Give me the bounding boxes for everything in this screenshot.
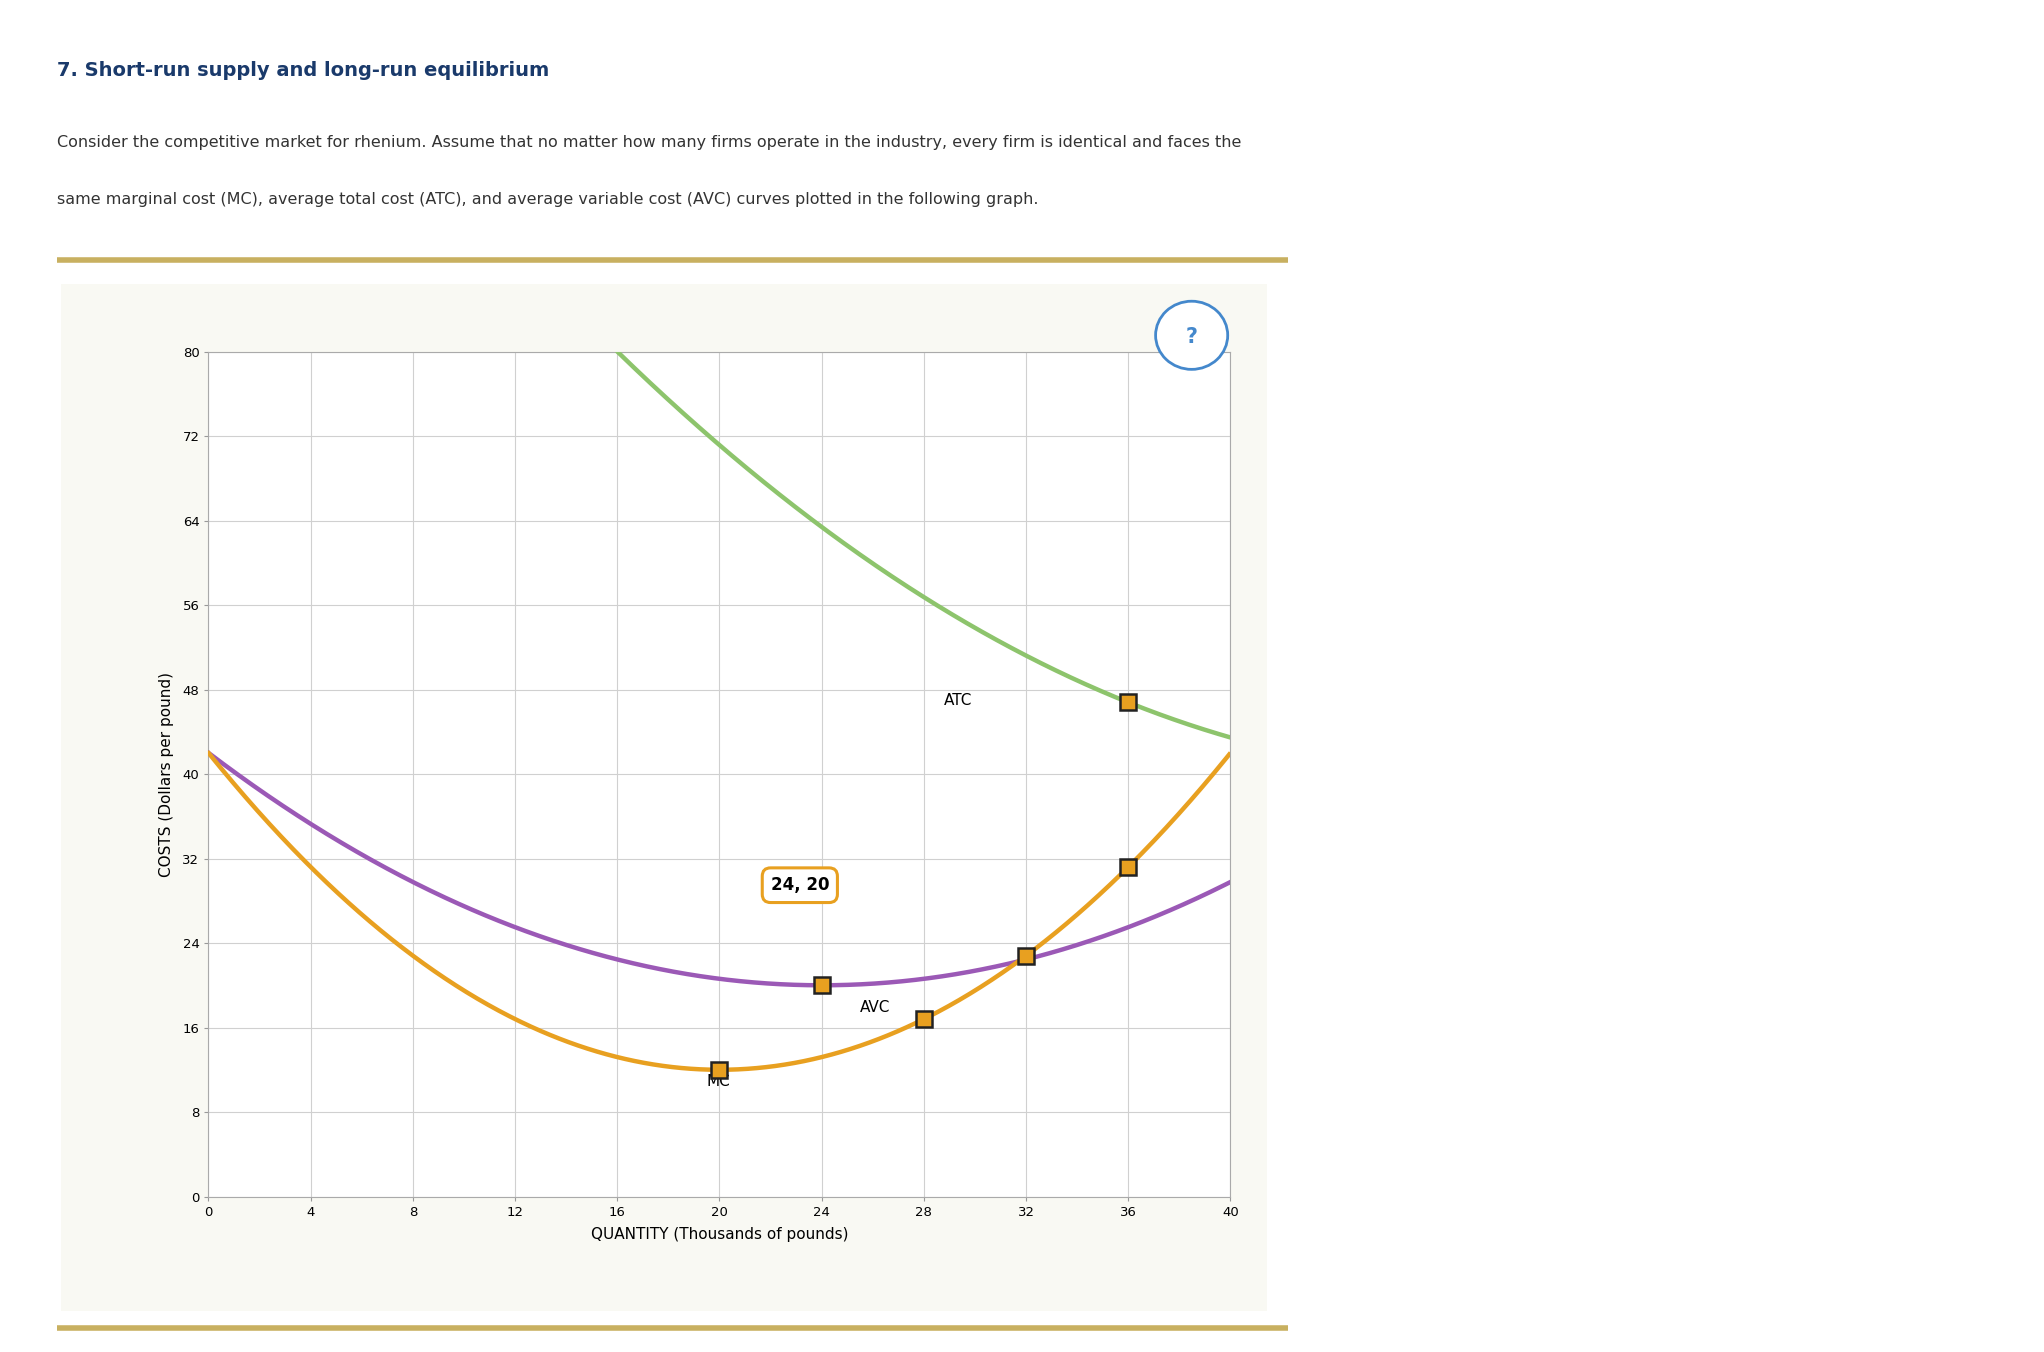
Circle shape [1155,301,1228,369]
Text: ATC: ATC [944,694,973,708]
Text: 7. Short-run supply and long-run equilibrium: 7. Short-run supply and long-run equilib… [57,61,550,80]
Text: MC: MC [707,1073,730,1088]
Text: AVC: AVC [861,999,891,1015]
X-axis label: QUANTITY (Thousands of pounds): QUANTITY (Thousands of pounds) [591,1226,848,1242]
Text: Consider the competitive market for rhenium. Assume that no matter how many firm: Consider the competitive market for rhen… [57,135,1241,150]
Text: 24, 20: 24, 20 [771,876,830,894]
Text: same marginal cost (MC), average total cost (ATC), and average variable cost (AV: same marginal cost (MC), average total c… [57,192,1038,207]
Text: ?: ? [1186,327,1198,347]
FancyBboxPatch shape [45,270,1284,1325]
Y-axis label: COSTS (Dollars per pound): COSTS (Dollars per pound) [159,672,174,876]
